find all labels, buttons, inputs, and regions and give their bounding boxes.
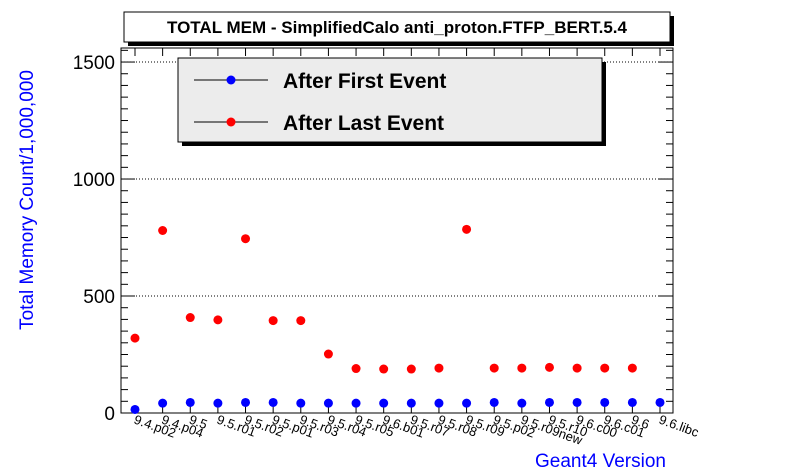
data-point — [158, 226, 168, 235]
data-point — [572, 363, 582, 373]
plot-frame — [120, 47, 674, 414]
data-point — [517, 398, 527, 408]
data-point — [351, 398, 361, 408]
legend-label-first: After First Event — [283, 70, 446, 93]
y-tick-label: 1000 — [73, 170, 115, 191]
data-point — [627, 363, 637, 373]
data-point — [489, 397, 499, 407]
data-point — [462, 224, 472, 234]
data-point — [462, 398, 472, 408]
x-tick-label: 9.6.libc — [657, 412, 701, 440]
legend-label-last: After Last Event — [283, 112, 444, 135]
legend-marker-last — [226, 117, 236, 127]
data-point — [434, 363, 444, 373]
data-point — [544, 362, 554, 372]
data-point — [489, 363, 499, 373]
data-point — [627, 397, 637, 407]
title-box — [123, 11, 671, 43]
legend-box — [177, 57, 603, 143]
data-point — [572, 397, 582, 407]
y-tick-label: 0 — [104, 404, 115, 425]
y-tick-label: 1500 — [73, 53, 115, 74]
x-tick-label: 9.6 — [629, 412, 651, 432]
data-point — [379, 364, 389, 374]
data-point — [241, 234, 251, 244]
data-point — [268, 397, 278, 407]
y-axis: 0 500 1000 1500 — [73, 49, 673, 425]
data-points — [130, 224, 665, 414]
data-point — [130, 404, 140, 414]
data-point — [296, 316, 306, 326]
data-point — [213, 398, 223, 408]
x-tick-label: 9.5 — [187, 412, 209, 432]
data-point — [600, 397, 610, 407]
data-point — [158, 398, 168, 408]
data-point — [130, 333, 140, 343]
legend-marker-first — [226, 75, 236, 85]
data-point — [544, 397, 554, 407]
x-axis-label: Geant4 Version — [535, 451, 666, 472]
y-axis-label: Total Memory Count/1,000,000 — [17, 70, 38, 330]
data-point — [323, 349, 333, 359]
data-point — [185, 397, 195, 407]
data-point — [600, 363, 610, 373]
y-tick-label: 500 — [83, 287, 115, 308]
legend: After First Event After Last Event — [177, 57, 606, 146]
data-point — [351, 364, 361, 374]
data-point — [379, 398, 389, 408]
data-point — [268, 316, 278, 326]
data-point — [434, 398, 444, 408]
data-point — [185, 313, 195, 323]
data-point — [213, 315, 223, 325]
data-point — [323, 398, 333, 408]
data-point — [517, 363, 527, 373]
data-point — [406, 364, 416, 374]
data-point — [296, 398, 306, 408]
chart-title: TOTAL MEM - SimplifiedCalo anti_proton.F… — [167, 18, 628, 37]
data-point — [655, 397, 665, 407]
data-point — [406, 398, 416, 408]
data-point — [241, 397, 251, 407]
